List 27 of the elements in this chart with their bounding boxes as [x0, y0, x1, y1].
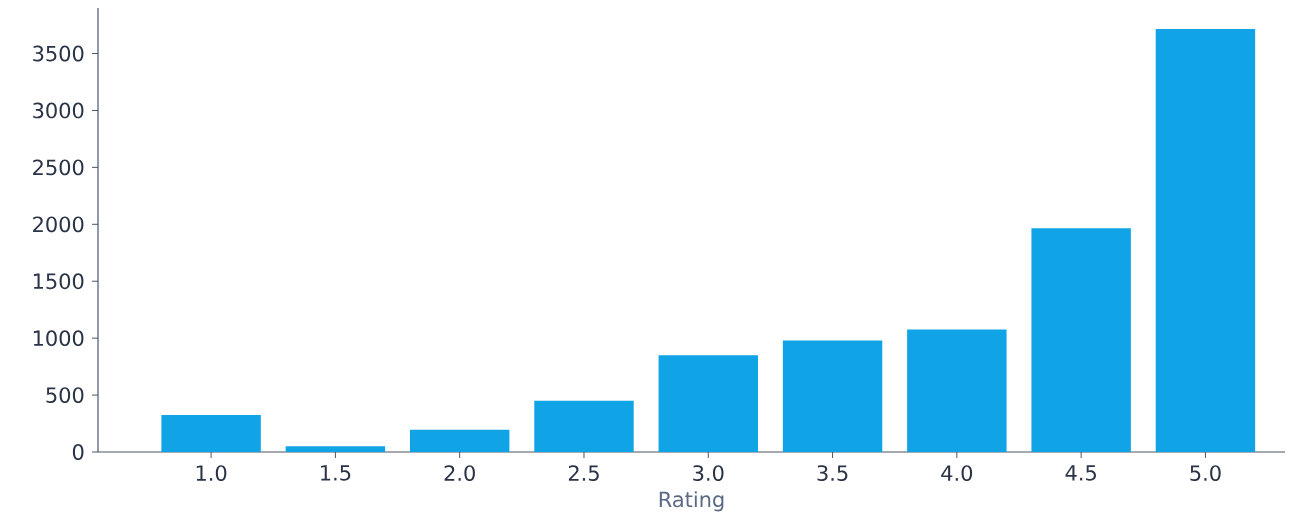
x-tick-label: 2.5: [568, 465, 599, 481]
x-axis-title: Rating: [659, 491, 724, 512]
bar: [534, 400, 634, 452]
x-tick-label: 4.5: [1065, 465, 1096, 481]
y-tick-label: 2500: [33, 159, 84, 176]
bar: [161, 415, 261, 452]
x-tick-label: 3.5: [817, 465, 848, 481]
bar: [1031, 228, 1131, 452]
bar: [285, 446, 386, 452]
x-tick-label: 2.0: [444, 465, 475, 481]
x-tick-label: 4.0: [941, 465, 973, 481]
y-tick-label: 2000: [33, 216, 84, 233]
bar: [907, 329, 1007, 452]
x-tick-label: 1.5: [321, 465, 351, 481]
bar: [782, 340, 883, 452]
y-tick-label: 500: [46, 387, 84, 403]
x-tick-label: 1.0: [196, 465, 227, 481]
y-tick-label: 0: [72, 444, 84, 460]
x-tick-label: 3.0: [693, 465, 724, 481]
bar: [1155, 29, 1256, 452]
bar: [658, 355, 758, 452]
y-tick-label: 3000: [33, 102, 84, 119]
bar: [409, 429, 510, 452]
y-tick-label: 1500: [33, 273, 84, 290]
y-tick-label: 1000: [33, 330, 84, 347]
x-tick-label: 5.0: [1190, 465, 1221, 481]
y-tick-label: 3500: [33, 45, 84, 62]
